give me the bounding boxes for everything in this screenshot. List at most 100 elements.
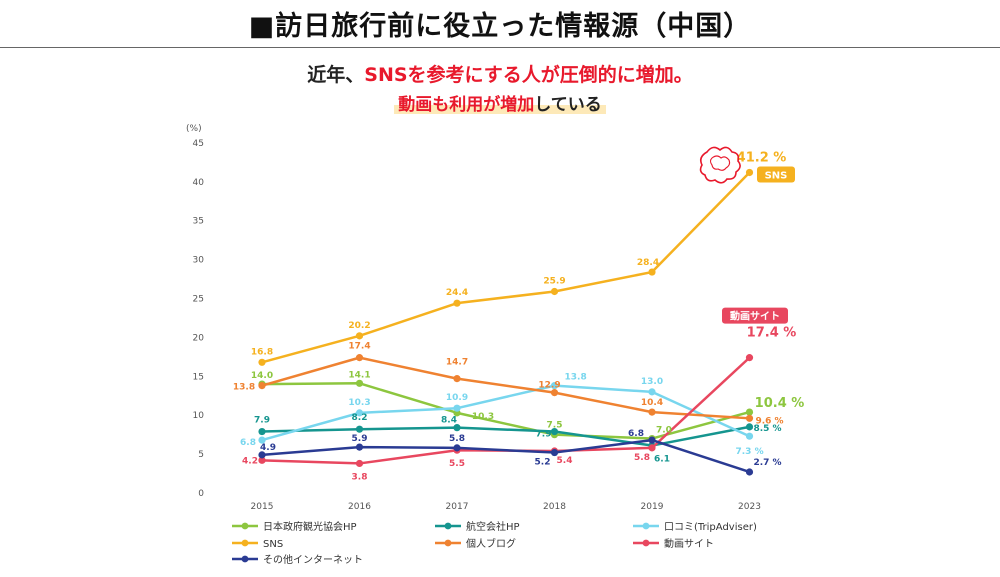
- data-label: 17.4: [348, 342, 370, 352]
- data-point: [550, 287, 559, 296]
- data-label: 3.8: [352, 472, 368, 482]
- legend-item: SNS: [232, 539, 283, 550]
- legend-marker: [642, 522, 650, 530]
- data-point: [648, 444, 656, 452]
- data-point: [550, 389, 559, 397]
- data-label: 10.3: [348, 398, 370, 408]
- data-point: [648, 268, 656, 276]
- data-label: 14.1: [348, 370, 370, 380]
- data-label: 14.0: [251, 371, 273, 381]
- data-label: 7.9: [254, 416, 270, 426]
- data-label: 7.9: [536, 430, 552, 440]
- data-point: [453, 299, 461, 307]
- y-tick-label: 40: [193, 178, 205, 188]
- headline-prefix: 近年、: [307, 64, 365, 86]
- data-point: [453, 375, 461, 383]
- data-label: 7.5: [547, 421, 563, 431]
- data-label: 10.4 %: [755, 396, 805, 411]
- legend-label: SNS: [263, 539, 283, 550]
- series-口コミ(TripAdviser): [258, 382, 754, 444]
- subhead-wrap: 動画も利用が増加している: [0, 90, 1000, 115]
- data-point: [355, 354, 364, 362]
- legend-marker: [444, 539, 452, 547]
- legend-label: 口コミ(TripAdviser): [664, 522, 757, 533]
- y-tick-label: 10: [193, 411, 205, 421]
- flourish-icon: [699, 146, 741, 184]
- subhead-highlight-band: [394, 105, 606, 114]
- x-tick-label: 2017: [446, 502, 469, 512]
- data-point: [258, 358, 266, 366]
- data-label: 16.8: [251, 347, 273, 357]
- data-label: 14.7: [446, 358, 468, 368]
- data-point: [355, 332, 364, 340]
- annotation-badge: [757, 166, 795, 183]
- data-label: 6.8: [240, 438, 256, 448]
- x-tick-label: 2016: [348, 502, 371, 512]
- legend-label: 航空会社HP: [466, 520, 520, 533]
- data-label: 9.6 %: [755, 416, 783, 426]
- series-line: [261, 171, 751, 364]
- data-label: 4.9: [260, 443, 276, 453]
- data-label: 20.2: [348, 321, 370, 331]
- series-line: [261, 425, 750, 447]
- legend-label: 個人ブログ: [466, 537, 516, 550]
- data-label: 6.8: [628, 429, 644, 439]
- data-point: [745, 468, 754, 476]
- headline: 近年、SNSを参考にする人が圧倒的に増加。: [0, 60, 1000, 87]
- x-tick-label: 2023: [738, 502, 761, 512]
- data-label: 5.8: [449, 434, 465, 444]
- subhead-rest: している: [534, 95, 602, 115]
- data-label: 17.4 %: [747, 326, 797, 341]
- page-title: ■訪日旅行前に役立った情報源（中国）: [248, 11, 752, 42]
- data-point: [355, 379, 364, 387]
- data-label: 7.0: [656, 426, 672, 436]
- data-label: 5.5: [449, 459, 465, 469]
- data-label: 13.8: [565, 373, 587, 383]
- series-航空会社HP: [258, 423, 754, 450]
- legend-item: その他インターネット: [232, 553, 363, 566]
- data-point: [648, 436, 656, 444]
- data-label: 8.5 %: [753, 424, 781, 434]
- x-tick-label: 2018: [543, 502, 566, 512]
- series-line: [261, 438, 750, 474]
- series-日本政府観光協会HP: [258, 379, 754, 443]
- legend-item: 日本政府観光協会HP: [232, 520, 357, 533]
- data-label: 8.4: [441, 416, 457, 426]
- y-axis-unit-label: (%): [186, 124, 202, 134]
- title-divider: [0, 47, 1000, 48]
- subhead: 動画も利用が増加している: [394, 90, 606, 115]
- data-point: [355, 409, 364, 417]
- data-point: [745, 432, 754, 440]
- data-label: 12.9: [538, 381, 560, 391]
- series-line: [261, 384, 751, 442]
- data-point: [745, 168, 754, 177]
- data-point: [745, 414, 754, 422]
- series-個人ブログ: [258, 354, 754, 422]
- legend-marker: [642, 539, 650, 547]
- annotation-badge: [722, 307, 788, 324]
- legend-item: 動画サイト: [633, 537, 714, 550]
- data-label: 5.8: [634, 453, 650, 463]
- data-label: 5.4: [557, 456, 573, 466]
- data-point: [258, 382, 266, 390]
- data-label: 6.1: [654, 455, 670, 465]
- data-point: [745, 408, 754, 416]
- data-point: [355, 459, 364, 468]
- data-point: [745, 354, 754, 362]
- data-label: 4.2: [242, 456, 258, 466]
- data-point: [453, 404, 461, 412]
- data-label: 13.0: [641, 377, 663, 387]
- legend-marker: [241, 539, 249, 547]
- data-label: 5.2: [535, 458, 551, 468]
- y-tick-label: 45: [193, 139, 204, 149]
- legend-label: 動画サイト: [664, 537, 714, 550]
- data-point: [453, 444, 461, 452]
- data-label: 10.4: [641, 398, 663, 408]
- data-label: 41.2 %: [737, 150, 787, 165]
- data-point: [648, 388, 656, 396]
- annotation-label: SNS: [765, 170, 788, 181]
- data-point: [648, 408, 656, 416]
- data-label: 25.9: [543, 276, 565, 286]
- data-point: [550, 382, 559, 390]
- y-tick-label: 30: [193, 256, 205, 266]
